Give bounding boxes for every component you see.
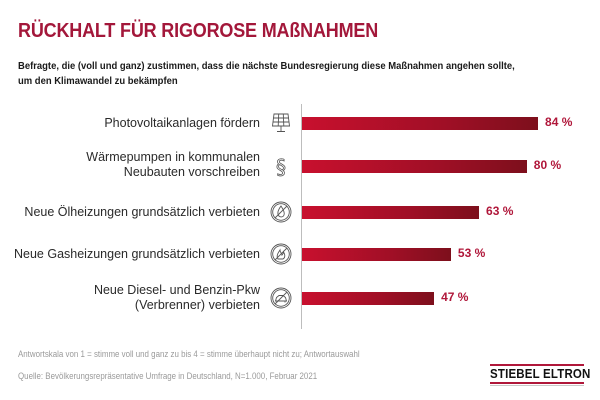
value-label: 80 % [533, 158, 562, 172]
logo-bottom-line [490, 382, 584, 384]
no-oil-icon [270, 201, 292, 223]
category-label-line: Neue Gasheizungen grundsätzlich verbiete… [14, 247, 260, 261]
category-label: Neue Ölheizungen grundsätzlich verbieten [24, 205, 260, 220]
category-label-line: Wärmepumpen in kommunalen [86, 150, 260, 164]
solar-panel-icon [271, 113, 291, 132]
svg-text:§: § [276, 155, 286, 177]
value-label: 53 % [457, 246, 486, 260]
bar [302, 205, 480, 219]
category-label-line: Neue Diesel- und Benzin-Pkw [93, 283, 260, 297]
value-label: 84 % [545, 115, 573, 129]
category-label-line: Photovoltaikanlagen fördern [104, 116, 260, 130]
bar [302, 291, 435, 305]
category-label-line: Neubauten vorschreiben [123, 165, 260, 179]
no-car-icon [270, 287, 292, 309]
subtitle-line-1: Befragte, die (voll und ganz) zustimmen,… [18, 60, 515, 72]
category-label-line: (Verbrenner) verbieten [134, 298, 260, 312]
bar [302, 159, 527, 173]
logo-top-line [490, 364, 584, 366]
footnote-source: Quelle: Bevölkerungsrepräsentative Umfra… [18, 371, 318, 381]
category-label: Wärmepumpen in kommunalen Neubauten vors… [86, 150, 260, 180]
stiebel-eltron-logo: STIEBEL ELTRON [490, 364, 591, 386]
footnote-scale: Antwortskala von 1 = stimme voll und gan… [18, 349, 360, 359]
category-label-line: Neue Ölheizungen grundsätzlich verbieten [24, 205, 260, 219]
no-gas-icon [270, 243, 292, 265]
category-label: Neue Gasheizungen grundsätzlich verbiete… [14, 247, 260, 262]
category-label: Neue Diesel- und Benzin-Pkw (Verbrenner)… [94, 283, 260, 313]
chart-title: RÜCKHALT FÜR RIGOROSE MAßNAHMEN [18, 20, 379, 42]
chart-subtitle: Befragte, die (voll und ganz) zustimmen,… [18, 59, 515, 89]
paragraph-icon: § [276, 155, 287, 177]
logo-underline [490, 385, 584, 386]
value-label: 63 % [486, 204, 514, 218]
category-label: Photovoltaikanlagen fördern [104, 116, 260, 131]
bar [302, 116, 539, 130]
value-label: 47 % [441, 290, 469, 304]
bar [302, 247, 451, 261]
logo-text: STIEBEL ELTRON [490, 367, 591, 381]
subtitle-line-2: um den Klimawandel zu bekämpfen [18, 75, 178, 87]
y-axis-line [301, 104, 302, 329]
